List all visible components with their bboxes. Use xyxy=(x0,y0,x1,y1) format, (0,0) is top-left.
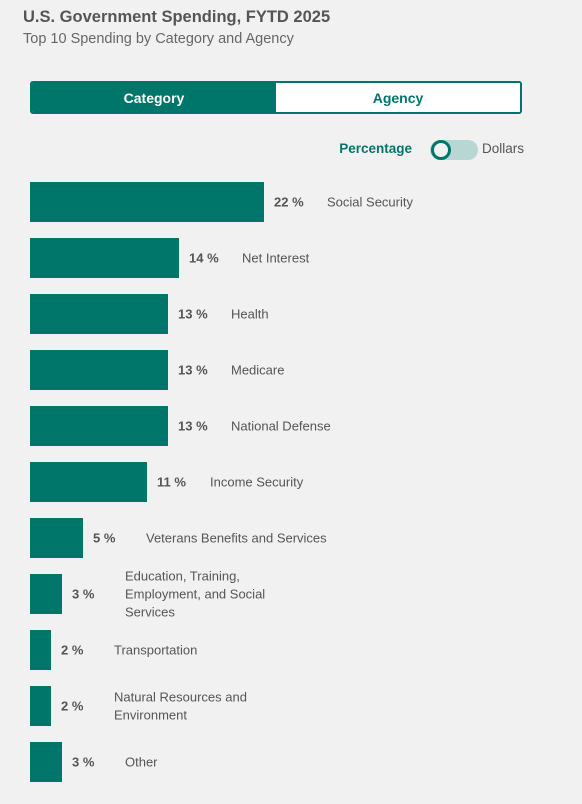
bar-1[interactable] xyxy=(30,238,179,278)
unit-toggle-row: Percentage Dollars xyxy=(0,140,582,160)
category-label-5: Income Security xyxy=(210,475,304,490)
toggle-label-percentage[interactable]: Percentage xyxy=(339,141,412,156)
category-label-0: Social Security xyxy=(327,195,413,210)
category-label-1: Net Interest xyxy=(242,251,310,266)
bar-8[interactable] xyxy=(30,630,51,670)
unit-toggle-switch[interactable] xyxy=(430,140,478,160)
bar-9[interactable] xyxy=(30,686,51,726)
category-label-6: Veterans Benefits and Services xyxy=(146,531,327,546)
value-label-0: 22 % xyxy=(274,195,304,210)
category-label-0-line-0: Social Security xyxy=(327,195,413,210)
view-tabs: Category Agency xyxy=(30,81,522,114)
category-label-7-line-1: Employment, and Social xyxy=(125,587,265,602)
category-label-9-line-1: Environment xyxy=(114,708,187,723)
bar-10[interactable] xyxy=(30,742,62,782)
bar-7[interactable] xyxy=(30,574,62,614)
category-label-4: National Defense xyxy=(231,419,331,434)
toggle-knob[interactable] xyxy=(431,140,451,160)
value-label-9: 2 % xyxy=(61,699,84,714)
category-label-8: Transportation xyxy=(114,643,197,658)
value-label-4: 13 % xyxy=(178,419,208,434)
category-label-9: Natural Resources and Environment xyxy=(114,690,247,723)
value-label-8: 2 % xyxy=(61,643,84,658)
page-subtitle: Top 10 Spending by Category and Agency xyxy=(23,31,294,47)
category-label-10: Other xyxy=(125,755,158,770)
category-label-7-line-2: Services xyxy=(125,605,175,620)
bar-3[interactable] xyxy=(30,350,168,390)
value-label-2: 13 % xyxy=(178,307,208,322)
category-label-4-line-0: National Defense xyxy=(231,419,331,434)
category-label-10-line-0: Other xyxy=(125,755,158,770)
tab-agency[interactable]: Agency xyxy=(276,83,520,112)
tab-category[interactable]: Category xyxy=(32,83,276,112)
category-label-5-line-0: Income Security xyxy=(210,475,304,490)
bar-0[interactable] xyxy=(30,182,264,222)
bar-6[interactable] xyxy=(30,518,83,558)
value-label-6: 5 % xyxy=(93,531,116,546)
bar-4[interactable] xyxy=(30,406,168,446)
category-label-2-line-0: Health xyxy=(231,307,269,322)
value-label-7: 3 % xyxy=(72,587,95,602)
category-label-3-line-0: Medicare xyxy=(231,363,284,378)
value-label-3: 13 % xyxy=(178,363,208,378)
category-label-7: Education, Training, Employment, and Soci… xyxy=(125,569,265,620)
category-label-7-line-0: Education, Training, xyxy=(125,569,240,584)
value-label-1: 14 % xyxy=(189,251,219,266)
category-label-8-line-0: Transportation xyxy=(114,643,197,658)
value-label-5: 11 % xyxy=(157,475,186,490)
category-label-9-line-0: Natural Resources and xyxy=(114,690,247,705)
bar-5[interactable] xyxy=(30,462,147,502)
category-label-6-line-0: Veterans Benefits and Services xyxy=(146,531,327,546)
category-label-1-line-0: Net Interest xyxy=(242,251,310,266)
value-label-10: 3 % xyxy=(72,755,95,770)
toggle-label-dollars[interactable]: Dollars xyxy=(482,141,525,156)
bar-2[interactable] xyxy=(30,294,168,334)
page-title: U.S. Government Spending, FYTD 2025 xyxy=(23,8,331,26)
category-label-2: Health xyxy=(231,307,269,322)
category-label-3: Medicare xyxy=(231,363,284,378)
